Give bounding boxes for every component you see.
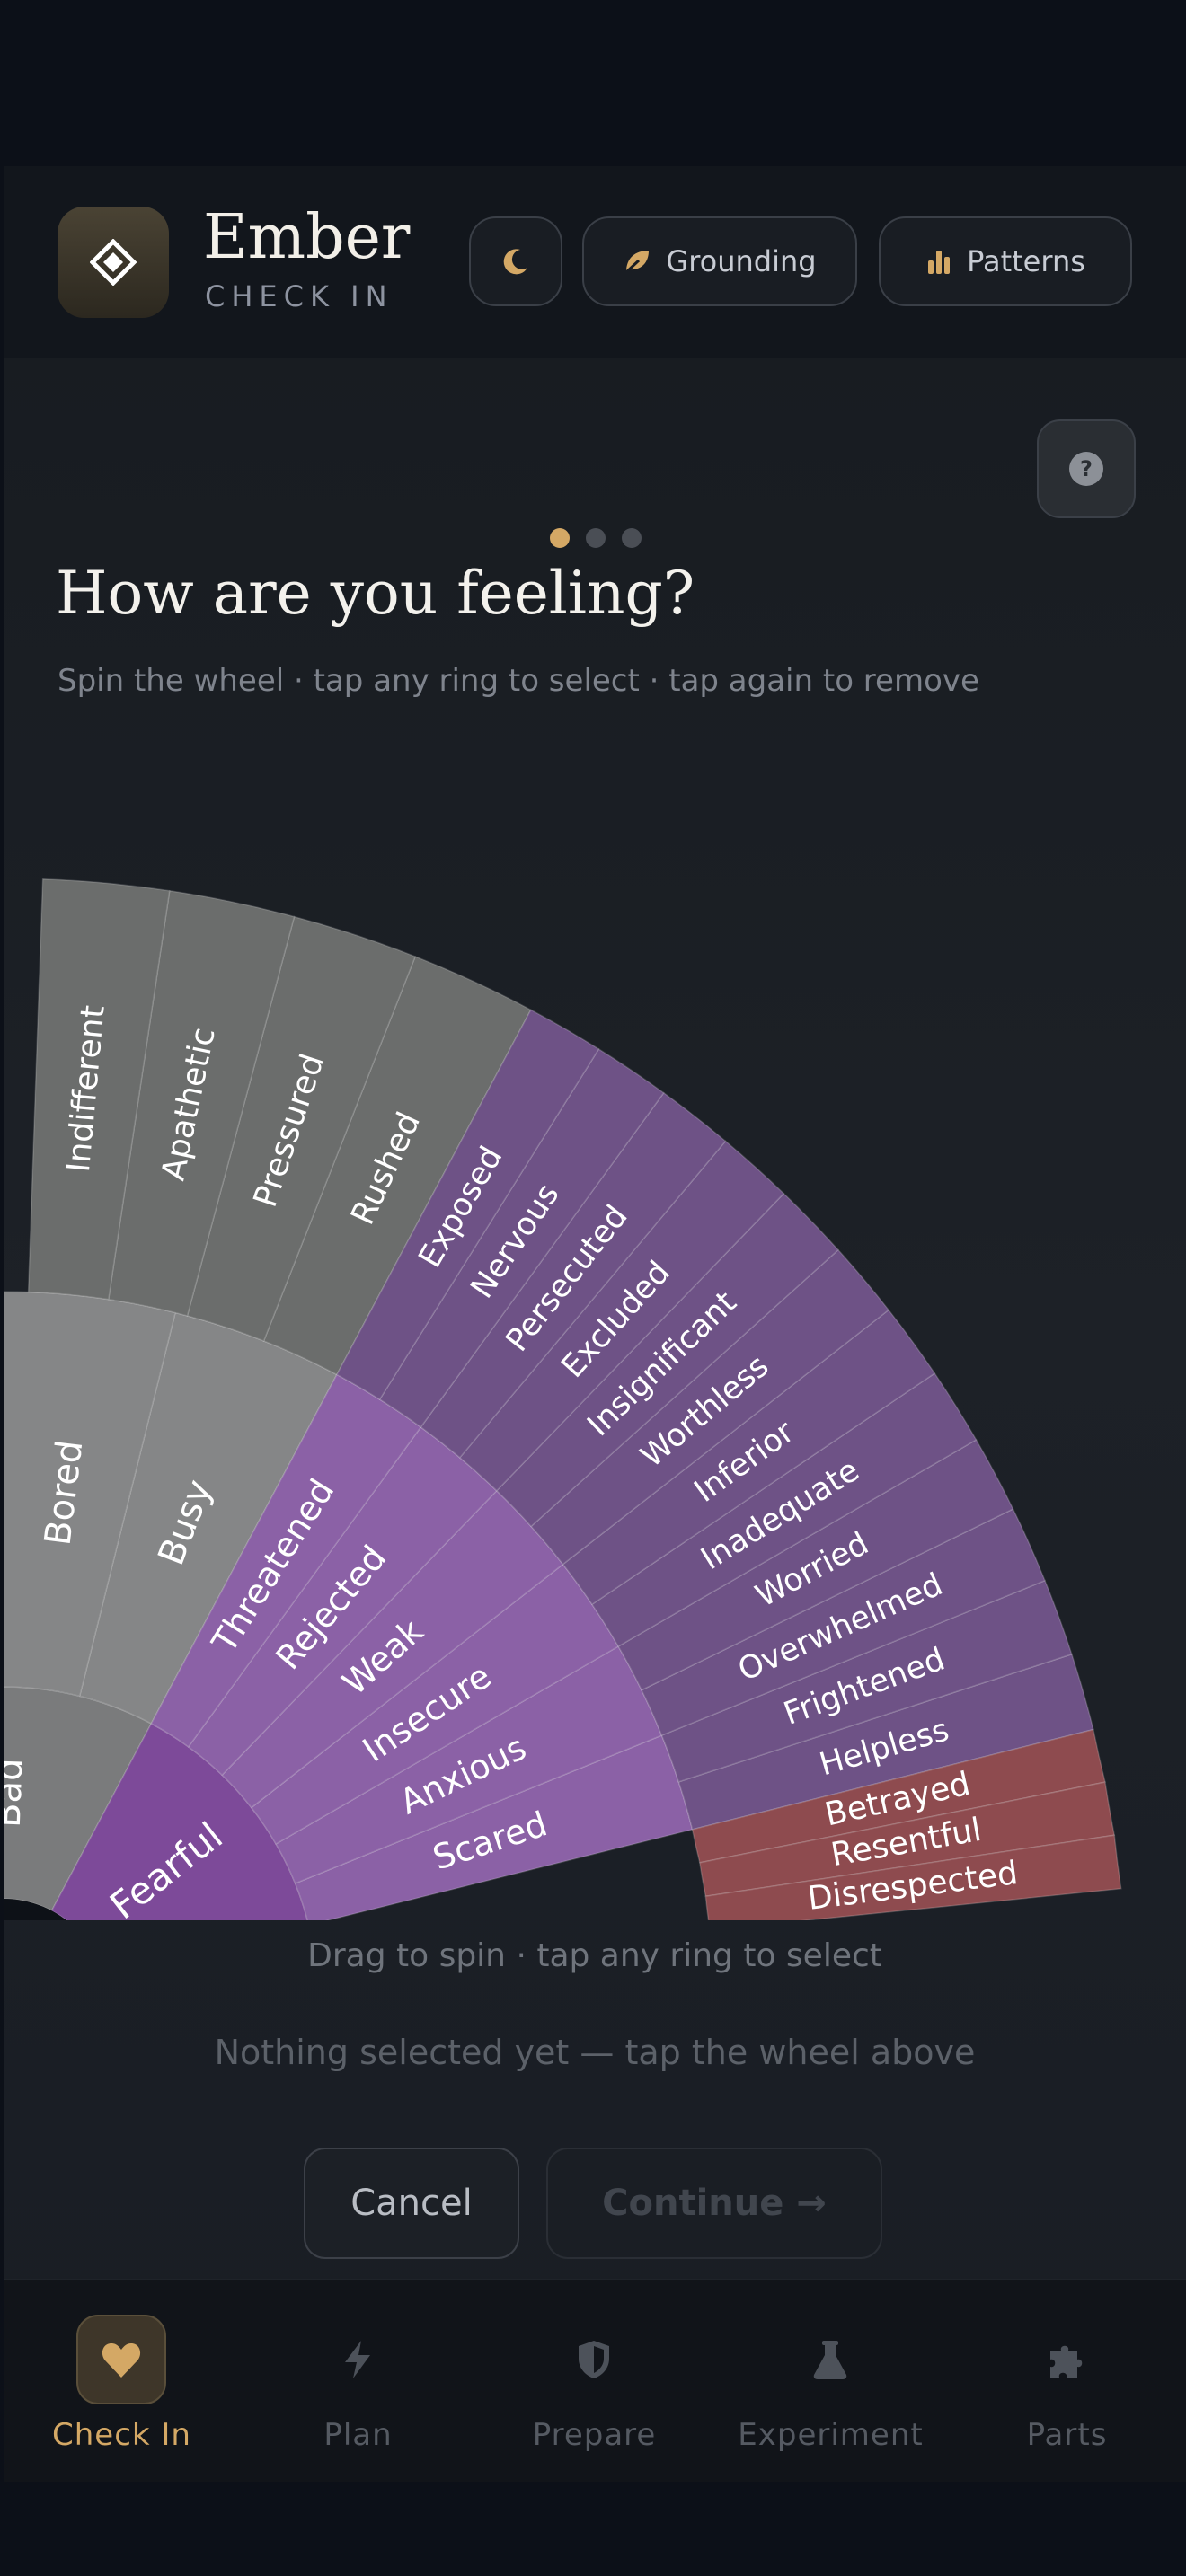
moon-icon	[503, 249, 527, 275]
step-indicator	[550, 528, 642, 548]
step-dot	[550, 528, 570, 548]
grounding-label: Grounding	[666, 244, 817, 278]
purple-outer-segment[interactable]	[590, 1372, 978, 1648]
flask-icon	[813, 2341, 847, 2379]
gray-outer-segment[interactable]	[262, 956, 532, 1376]
red-outer-segment[interactable]	[704, 1834, 1122, 1920]
nav-icon-wrap	[313, 2315, 403, 2404]
gray-outer-segment[interactable]	[186, 915, 417, 1342]
nav-icon-wrap	[1022, 2315, 1111, 2404]
shield-icon	[579, 2341, 609, 2378]
nav-item-check-in[interactable]: Check In	[4, 2280, 240, 2482]
svg-text:?: ?	[1080, 456, 1093, 481]
app-header: Ember CHECK IN Grounding Patterns	[4, 166, 1186, 358]
nav-item-prepare[interactable]: Prepare	[476, 2280, 712, 2482]
step-dot	[586, 528, 606, 548]
continue-button[interactable]: Continue →	[546, 2148, 882, 2259]
nav-icon-wrap	[76, 2315, 166, 2404]
purple-outer-segment[interactable]	[458, 1140, 785, 1492]
nav-item-plan[interactable]: Plan	[240, 2280, 476, 2482]
gray-outer-segment[interactable]	[27, 878, 171, 1301]
nav-icon-wrap	[549, 2315, 639, 2404]
purple-outer-segment[interactable]	[495, 1192, 839, 1528]
purple-outer-segment[interactable]	[677, 1653, 1094, 1831]
heart-icon	[102, 2343, 141, 2378]
app-window: Ember CHECK IN Grounding Patterns	[4, 166, 1186, 2482]
purple-inner-segment[interactable]	[50, 1722, 309, 1920]
wheel-center	[4, 1899, 66, 1920]
app-title: Ember	[203, 202, 411, 273]
patterns-label: Patterns	[967, 244, 1085, 278]
app-logo	[58, 207, 169, 318]
patterns-button[interactable]: Patterns	[879, 216, 1132, 306]
diamond-icon	[90, 239, 137, 286]
purple-outer-segment[interactable]	[420, 1091, 727, 1459]
nav-item-experiment[interactable]: Experiment	[712, 2280, 949, 2482]
purple-middle-segment[interactable]	[294, 1734, 694, 1920]
purple-middle-segment[interactable]	[150, 1373, 422, 1748]
selection-empty-state: Nothing selected yet — tap the wheel abo…	[214, 2033, 976, 2072]
gray-middle-segment[interactable]	[4, 1291, 177, 1698]
purple-outer-segment[interactable]	[617, 1438, 1014, 1691]
red-outer-segment[interactable]	[698, 1781, 1116, 1898]
help-button[interactable]: ?	[1037, 419, 1136, 518]
nav-item-parts[interactable]: Parts	[949, 2280, 1185, 2482]
purple-outer-segment[interactable]	[335, 1009, 600, 1401]
purple-outer-segment[interactable]	[378, 1047, 665, 1428]
puzzle-icon	[1050, 2345, 1083, 2378]
help-icon: ?	[1069, 452, 1103, 486]
grounding-button[interactable]: Grounding	[582, 216, 857, 306]
nav-label: Plan	[323, 2417, 393, 2453]
nav-label: Prepare	[532, 2417, 657, 2453]
gray-inner-segment[interactable]	[4, 1686, 153, 1912]
leaf-icon	[625, 251, 650, 274]
bolt-icon	[345, 2341, 370, 2378]
drag-hint: Drag to spin · tap any ring to select	[307, 1937, 882, 1974]
nav-label: Check In	[52, 2417, 191, 2453]
purple-outer-segment[interactable]	[530, 1248, 890, 1566]
bar-chart-icon	[928, 251, 951, 274]
nav-label: Parts	[1026, 2417, 1108, 2453]
emotion-wheel[interactable]: BadBusyBoredRushedPressuredApatheticIndi…	[4, 759, 1186, 1920]
cancel-button[interactable]: Cancel	[304, 2148, 519, 2259]
purple-middle-segment[interactable]	[250, 1563, 620, 1846]
gray-inner-label: Bad	[4, 1758, 31, 1829]
nav-label: Experiment	[738, 2417, 924, 2453]
instructions: Spin the wheel · tap any ring to select …	[58, 663, 979, 699]
bottom-nav: Check In Plan Prepare	[4, 2279, 1186, 2482]
nav-icon-wrap	[785, 2315, 875, 2404]
night-mode-button[interactable]	[469, 216, 562, 306]
purple-outer-segment[interactable]	[641, 1508, 1046, 1737]
app-subtitle: CHECK IN	[205, 279, 394, 313]
red-outer-segment[interactable]	[691, 1728, 1106, 1864]
step-dot	[622, 528, 642, 548]
page-title: How are you feeling?	[56, 559, 695, 628]
